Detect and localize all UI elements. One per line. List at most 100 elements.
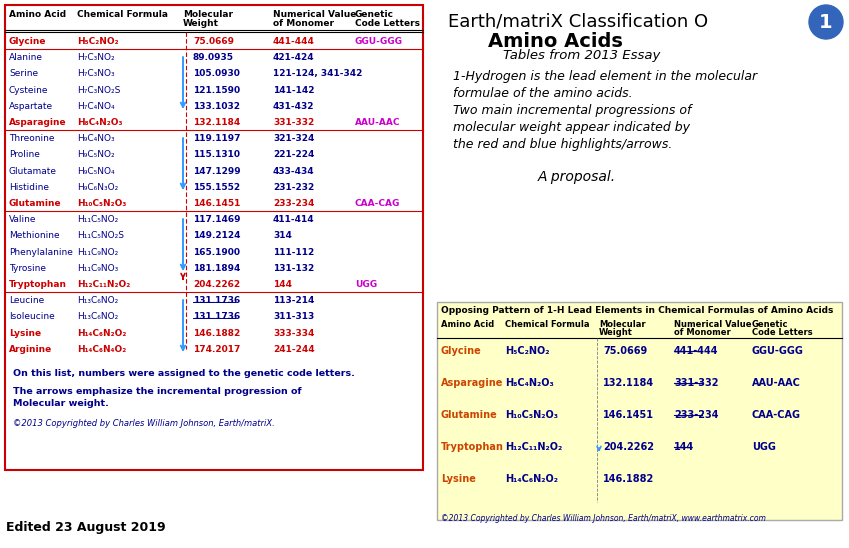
Text: H₉C₅NO₂: H₉C₅NO₂	[77, 150, 115, 159]
Text: H₁₁C₅NO₂: H₁₁C₅NO₂	[77, 215, 118, 224]
Text: 1-Hydrogen is the lead element in the molecular: 1-Hydrogen is the lead element in the mo…	[453, 70, 757, 83]
Text: 165.1900: 165.1900	[193, 248, 240, 256]
Bar	[437, 302, 842, 520]
Text: Leucine: Leucine	[9, 296, 44, 305]
Text: Glycine: Glycine	[441, 346, 481, 356]
Text: 331-332: 331-332	[273, 118, 314, 127]
Text: 119.1197: 119.1197	[193, 134, 240, 143]
Text: 131-132: 131-132	[273, 264, 314, 273]
Text: H₇C₃NO₃: H₇C₃NO₃	[77, 70, 115, 78]
Text: 121.1590: 121.1590	[193, 85, 240, 95]
Text: 131.1736: 131.1736	[193, 296, 240, 305]
Text: GGU-GGG: GGU-GGG	[355, 37, 403, 46]
Text: H₁₃C₆NO₂: H₁₃C₆NO₂	[77, 312, 118, 321]
Text: 311-313: 311-313	[273, 312, 314, 321]
Text: H₉C₆N₃O₂: H₉C₆N₃O₂	[77, 183, 118, 192]
Text: H₁₀C₅N₂O₃: H₁₀C₅N₂O₃	[77, 199, 127, 208]
Text: Amino Acid: Amino Acid	[9, 10, 66, 19]
Text: 117.1469: 117.1469	[193, 215, 240, 224]
Text: CAA-CAG: CAA-CAG	[752, 410, 801, 420]
Text: Chemical Formula: Chemical Formula	[77, 10, 168, 19]
Text: H₁₁C₉NO₃: H₁₁C₉NO₃	[77, 264, 118, 273]
Text: 221-224: 221-224	[273, 150, 314, 159]
Text: UGG: UGG	[752, 442, 776, 452]
Text: Edited 23 August 2019: Edited 23 August 2019	[6, 521, 166, 534]
Text: Asparagine: Asparagine	[9, 118, 66, 127]
Text: Tryptophan: Tryptophan	[441, 442, 503, 452]
Text: molecular weight appear indicated by: molecular weight appear indicated by	[453, 121, 690, 134]
Text: 115.1310: 115.1310	[193, 150, 240, 159]
Text: H₅C₂NO₂: H₅C₂NO₂	[77, 37, 119, 46]
Text: H₁₂C₁₁N₂O₂: H₁₂C₁₁N₂O₂	[505, 442, 562, 452]
Text: On this list, numbers were assigned to the genetic code letters.: On this list, numbers were assigned to t…	[13, 369, 355, 378]
Text: 89.0935: 89.0935	[193, 53, 234, 62]
Text: H₇C₃NO₂: H₇C₃NO₂	[77, 53, 115, 62]
Text: H₅C₂NO₂: H₅C₂NO₂	[505, 346, 549, 356]
Text: Molecular: Molecular	[183, 10, 233, 19]
Text: H₇C₃NO₂S: H₇C₃NO₂S	[77, 85, 121, 95]
Text: Aspartate: Aspartate	[9, 102, 53, 111]
Text: of Monomer: of Monomer	[273, 19, 334, 28]
Text: Serine: Serine	[9, 70, 38, 78]
Text: H₁₂C₁₁N₂O₂: H₁₂C₁₁N₂O₂	[77, 280, 130, 289]
Text: A proposal.: A proposal.	[538, 170, 616, 184]
Text: Amino Acid: Amino Acid	[441, 320, 494, 329]
Text: Lysine: Lysine	[9, 329, 41, 338]
Text: 144: 144	[674, 442, 694, 452]
Text: 441-444: 441-444	[273, 37, 315, 46]
Text: Lysine: Lysine	[441, 474, 476, 484]
Text: 75.0669: 75.0669	[603, 346, 647, 356]
Text: 132.1184: 132.1184	[193, 118, 240, 127]
Text: Glutamine: Glutamine	[441, 410, 498, 420]
Text: Tyrosine: Tyrosine	[9, 264, 46, 273]
Text: AAU-AAC: AAU-AAC	[752, 378, 801, 388]
Text: 144: 144	[273, 280, 292, 289]
Circle shape	[809, 5, 843, 39]
Text: Alanine: Alanine	[9, 53, 43, 62]
Text: H₉C₄NO₃: H₉C₄NO₃	[77, 134, 115, 143]
Text: AAU-AAC: AAU-AAC	[355, 118, 401, 127]
Text: Code Letters: Code Letters	[355, 19, 420, 28]
Text: H₇C₄NO₄: H₇C₄NO₄	[77, 102, 115, 111]
Text: 113-214: 113-214	[273, 296, 314, 305]
Text: Weight: Weight	[599, 328, 633, 337]
Text: Cysteine: Cysteine	[9, 85, 48, 95]
Text: Proline: Proline	[9, 150, 40, 159]
Text: 241-244: 241-244	[273, 345, 315, 354]
Text: Phenylalanine: Phenylalanine	[9, 248, 73, 256]
Text: 1: 1	[819, 13, 833, 31]
Text: Chemical Formula: Chemical Formula	[505, 320, 589, 329]
Text: 331‑332: 331‑332	[674, 378, 718, 388]
Text: Threonine: Threonine	[9, 134, 54, 143]
Text: Asparagine: Asparagine	[441, 378, 503, 388]
Text: 105.0930: 105.0930	[193, 70, 240, 78]
Text: H₁₃C₆NO₂: H₁₃C₆NO₂	[77, 296, 118, 305]
Text: Glutamate: Glutamate	[9, 167, 57, 175]
Text: of Monomer: of Monomer	[674, 328, 731, 337]
Text: ©2013 Copyrighted by Charles William Johnson, Earth/matriX.: ©2013 Copyrighted by Charles William Joh…	[13, 419, 275, 428]
Text: 155.1552: 155.1552	[193, 183, 240, 192]
Text: CAA-CAG: CAA-CAG	[355, 199, 401, 208]
Text: Valine: Valine	[9, 215, 37, 224]
Text: Molecular weight.: Molecular weight.	[13, 399, 109, 408]
Text: 133.1032: 133.1032	[193, 102, 240, 111]
Text: 441‑444: 441‑444	[674, 346, 718, 356]
Text: 146.1451: 146.1451	[193, 199, 240, 208]
Text: H₈C₄N₂O₃: H₈C₄N₂O₃	[505, 378, 554, 388]
Text: H₈C₄N₂O₃: H₈C₄N₂O₃	[77, 118, 122, 127]
Text: 204.2262: 204.2262	[603, 442, 654, 452]
Text: 131.1736: 131.1736	[193, 312, 240, 321]
Text: 431-432: 431-432	[273, 102, 314, 111]
Text: Arginine: Arginine	[9, 345, 53, 354]
Text: Glutamine: Glutamine	[9, 199, 62, 208]
Bar	[5, 5, 423, 470]
Text: Amino Acids: Amino Acids	[488, 32, 623, 51]
Text: Numerical Value: Numerical Value	[674, 320, 751, 329]
Text: 231-232: 231-232	[273, 183, 314, 192]
Text: 321-324: 321-324	[273, 134, 314, 143]
Text: H₁₁C₉NO₂: H₁₁C₉NO₂	[77, 248, 118, 256]
Text: Histidine: Histidine	[9, 183, 49, 192]
Text: 174.2017: 174.2017	[193, 345, 240, 354]
Text: ©2013 Copyrighted by Charles William Johnson, Earth/matriX, www.earthmatrix.com: ©2013 Copyrighted by Charles William Joh…	[441, 514, 766, 523]
Text: 121-124, 341-342: 121-124, 341-342	[273, 70, 363, 78]
